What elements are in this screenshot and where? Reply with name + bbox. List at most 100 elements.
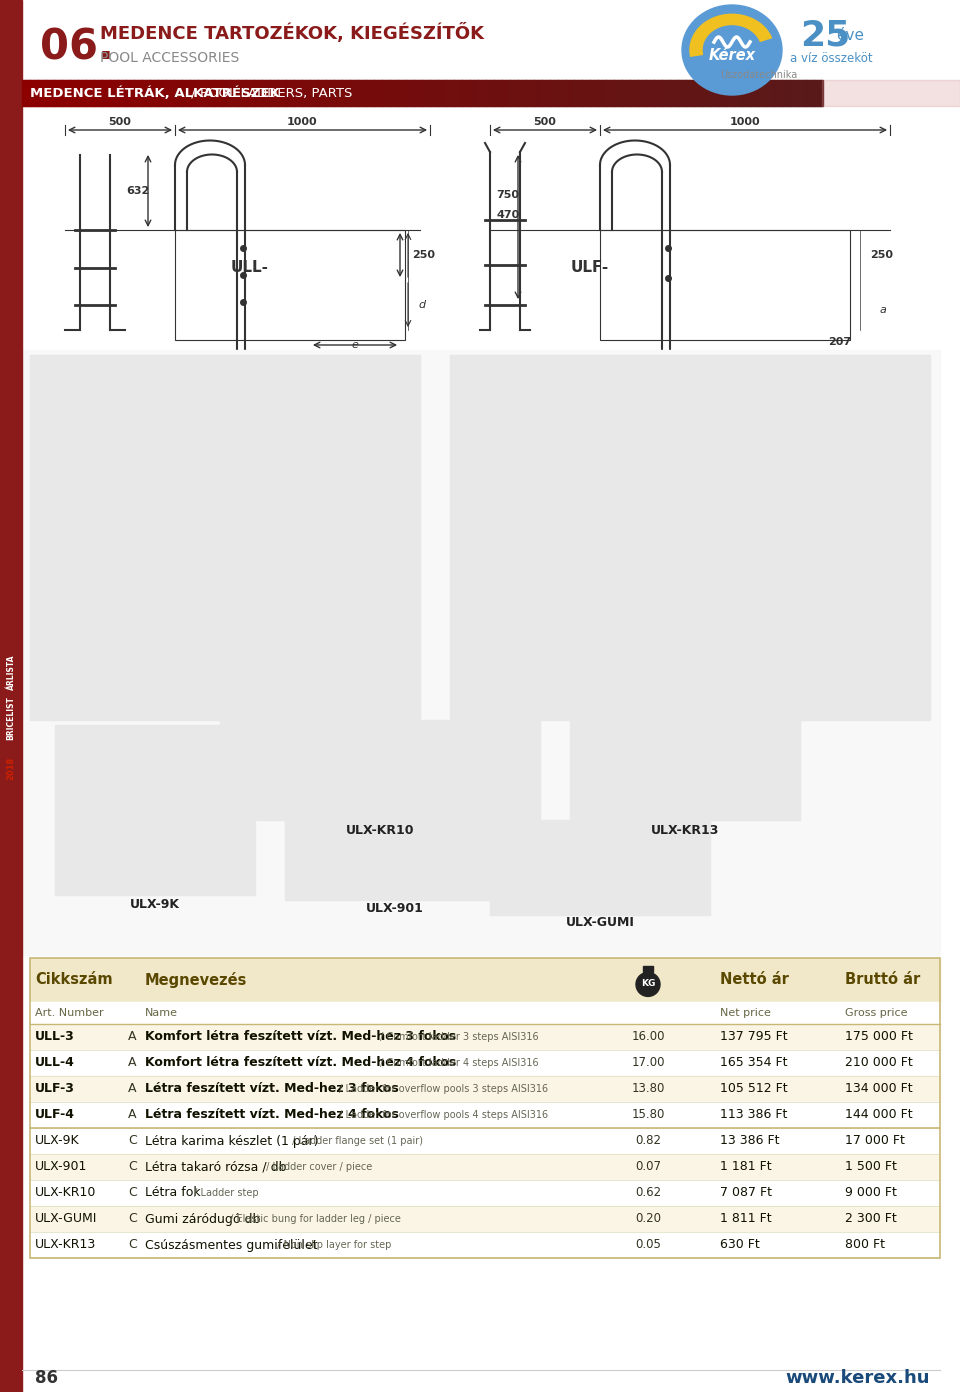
Bar [27,79,29,106]
Bar [567,79,569,106]
Bar [62,79,64,106]
Bar [731,79,732,106]
Bar [542,79,544,106]
Bar [44,79,46,106]
Bar [710,79,712,106]
Bar [30,1102,940,1128]
Text: 06.: 06. [40,26,114,70]
Text: C: C [128,1239,136,1251]
Bar [182,79,184,106]
Text: Nettó ár: Nettó ár [720,973,789,987]
Bar [107,79,108,106]
Bar [224,79,226,106]
Bar [342,79,344,106]
Bar [715,79,717,106]
Bar [147,79,149,106]
Bar [97,79,99,106]
Text: 134 000 Ft: 134 000 Ft [845,1083,913,1096]
Bar [564,79,566,106]
Bar [63,79,65,106]
Text: 13 386 Ft: 13 386 Ft [720,1134,780,1147]
Bar [588,79,590,106]
Bar [294,79,296,106]
Bar [529,79,531,106]
Bar [49,79,51,106]
Bar [629,79,631,106]
Bar [307,79,309,106]
Bar [563,79,564,106]
Bar [630,79,632,106]
Bar [437,79,439,106]
Bar [41,79,43,106]
Bar [30,1180,940,1205]
Bar [291,79,293,106]
Bar [389,79,391,106]
Bar [70,79,72,106]
Bar [737,79,739,106]
Bar [639,79,641,106]
Bar [339,79,341,106]
Bar [758,79,760,106]
Bar [663,79,665,106]
Bar [678,79,680,106]
Text: 25: 25 [800,18,851,52]
Bar [154,79,156,106]
Bar [150,79,152,106]
Bar [251,79,252,106]
Bar [534,79,536,106]
Bar [260,79,262,106]
Bar [519,79,521,106]
Bar [279,79,281,106]
Bar [55,725,255,895]
Bar [531,79,533,106]
Bar [490,820,710,915]
Text: / Ladder for overflow pools 4 steps AISI316: / Ladder for overflow pools 4 steps AISI… [336,1109,547,1121]
Bar [582,79,584,106]
Bar [611,79,612,106]
Bar [427,79,429,106]
Bar [220,720,540,820]
Bar [819,79,821,106]
Bar [195,79,197,106]
Bar [696,79,698,106]
Bar [615,79,617,106]
Bar [197,79,199,106]
Text: a víz összeköt: a víz összeköt [790,52,873,64]
Bar [771,79,773,106]
Bar [142,79,144,106]
Bar [416,79,418,106]
Bar [490,79,492,106]
Bar [53,79,55,106]
Bar [638,79,640,106]
Bar [183,79,185,106]
Bar [763,79,765,106]
Bar [149,79,151,106]
Bar [523,79,525,106]
Text: ULX-GUMI: ULX-GUMI [35,1212,97,1225]
Bar [36,79,38,106]
Text: 470: 470 [496,210,519,220]
Bar [203,79,204,106]
Bar [667,79,669,106]
Text: 207: 207 [828,337,852,347]
Bar [361,79,363,106]
Text: / Ladder flange set (1 pair): / Ladder flange set (1 pair) [289,1136,423,1146]
Bar [283,79,285,106]
Bar [438,79,440,106]
Bar [500,79,502,106]
Bar [809,79,811,106]
Bar [241,79,243,106]
Bar [755,79,756,106]
Text: 15.80: 15.80 [632,1108,664,1122]
Bar [204,79,206,106]
Bar [331,79,333,106]
Bar [198,79,200,106]
Bar [483,79,485,106]
Bar [385,79,387,106]
Bar [87,79,89,106]
Bar [137,79,139,106]
Bar [713,79,715,106]
Bar [374,79,376,106]
Bar [656,79,658,106]
Bar [476,79,478,106]
